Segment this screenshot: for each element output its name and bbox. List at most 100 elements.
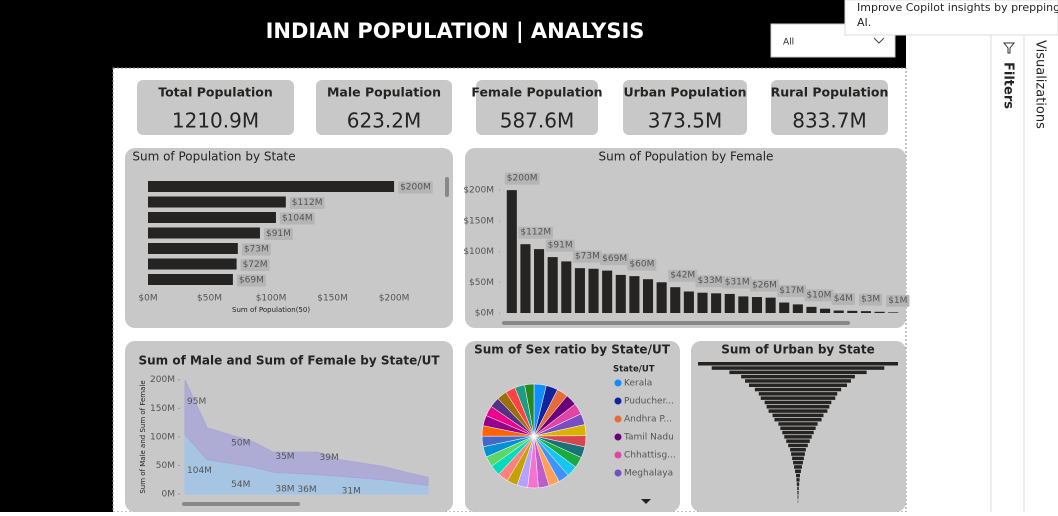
- bar: [861, 311, 871, 313]
- bar: [711, 293, 721, 313]
- header-title: INDIAN POPULATION | ANALYSIS: [266, 19, 645, 44]
- legend-entry: Tamil Nadu: [623, 433, 674, 443]
- data-label: $1M: [888, 296, 907, 306]
- funnel-bar: [761, 396, 836, 400]
- funnel-bar: [791, 452, 805, 456]
- legend-title: State/UT: [613, 365, 655, 375]
- bar: [806, 307, 816, 313]
- kpi-label: Male Population: [327, 85, 441, 100]
- funnel-bar: [790, 448, 806, 452]
- bar: [670, 287, 680, 313]
- data-label: $3M: [861, 295, 880, 305]
- y-tick-label: 50M: [156, 461, 175, 471]
- chart-title: Sum of Urban by State: [721, 343, 875, 357]
- bar: [725, 294, 735, 313]
- x-tick-label: $150M: [317, 294, 348, 304]
- bar: [148, 181, 394, 192]
- data-label: $91M: [266, 229, 291, 239]
- bar: [820, 309, 830, 313]
- y-tick-label: 0M: [162, 490, 176, 500]
- bar: [148, 197, 286, 208]
- funnel-bar: [797, 487, 799, 491]
- x-axis-title: Sum of Population(50): [232, 306, 310, 314]
- bar: [834, 311, 844, 313]
- data-label: 104M: [187, 466, 212, 476]
- data-label: $200M: [507, 174, 538, 184]
- data-label: 31M: [342, 487, 361, 497]
- dropdown-value: All: [783, 38, 794, 48]
- legend-swatch: [615, 452, 622, 459]
- y-axis-title: Sum of Male and Sum of Female: [139, 380, 147, 493]
- funnel-bar: [741, 375, 855, 379]
- visualizations-pane[interactable]: Visualizations: [1033, 40, 1048, 129]
- bar: [684, 292, 694, 314]
- data-label: 35M: [275, 452, 294, 462]
- bar: [602, 271, 612, 313]
- funnel-bar: [784, 435, 811, 439]
- data-label: $17M: [779, 286, 804, 296]
- filters-pane[interactable]: Filters: [1001, 62, 1016, 109]
- y-tick-label: 150M: [150, 404, 175, 414]
- funnel-bar: [729, 371, 866, 375]
- kpi-value: 1210.9M: [172, 109, 259, 133]
- x-tick-label: $200M: [379, 294, 410, 304]
- data-label: $73M: [575, 252, 600, 262]
- scrollbar: [182, 502, 300, 506]
- bar: [520, 244, 530, 313]
- bar: [752, 297, 762, 313]
- funnel-bar: [712, 366, 885, 370]
- funnel-bar: [773, 414, 824, 418]
- bar: [697, 293, 707, 313]
- bar: [766, 298, 776, 313]
- data-label: 36M: [297, 485, 316, 495]
- data-label: $73M: [244, 245, 269, 255]
- kpi-label: Total Population: [158, 85, 273, 100]
- bar: [548, 257, 558, 313]
- legend-entry: Puducher...: [624, 397, 674, 407]
- bar: [148, 212, 276, 223]
- legend-entry: Chhattisg...: [624, 451, 676, 461]
- chart-title: Sum of Population by State: [132, 150, 295, 164]
- left-band: [0, 0, 113, 512]
- kpi-value: 373.5M: [648, 109, 723, 133]
- data-label: $112M: [520, 228, 551, 238]
- x-tick-label: $0M: [138, 294, 157, 304]
- funnel-bar: [793, 461, 803, 465]
- y-tick-label: $200M: [463, 186, 494, 196]
- x-tick-label: $100M: [256, 294, 287, 304]
- data-label: $10M: [806, 290, 831, 300]
- bar: [657, 282, 667, 313]
- bar: [148, 243, 238, 254]
- data-label: 39M: [320, 453, 339, 463]
- y-tick-label: 100M: [150, 432, 175, 442]
- tooltip-line: AI.: [857, 16, 871, 29]
- bar: [561, 261, 571, 313]
- y-tick-label: $50M: [469, 278, 494, 288]
- funnel-bar: [780, 427, 815, 431]
- y-tick-label: $100M: [463, 247, 494, 257]
- funnel-bar: [778, 422, 817, 426]
- funnel-bar: [786, 439, 810, 443]
- bar: [847, 311, 857, 313]
- y-tick-label: $0M: [475, 309, 494, 319]
- funnel-bar: [788, 444, 808, 448]
- bar: [575, 268, 585, 313]
- y-tick-label: 200M: [150, 375, 175, 385]
- tooltip-line: Improve Copilot insights by prepping: [857, 1, 1058, 14]
- scrollbar: [445, 177, 449, 197]
- bar: [793, 304, 803, 313]
- kpi-label: Rural Population: [771, 85, 889, 100]
- legend-swatch: [615, 380, 622, 387]
- funnel-bar: [798, 495, 799, 499]
- x-tick-label: $50M: [197, 294, 222, 304]
- chart-title: Sum of Sex ratio by State/UT: [474, 343, 671, 357]
- kpi-label: Female Population: [471, 85, 602, 100]
- funnel-bar: [794, 465, 802, 469]
- funnel-bar: [796, 478, 799, 482]
- data-label: $91M: [548, 241, 573, 251]
- funnel-bar: [767, 405, 830, 409]
- data-label: $72M: [243, 260, 268, 270]
- bar: [629, 276, 639, 313]
- funnel-bar: [749, 384, 847, 388]
